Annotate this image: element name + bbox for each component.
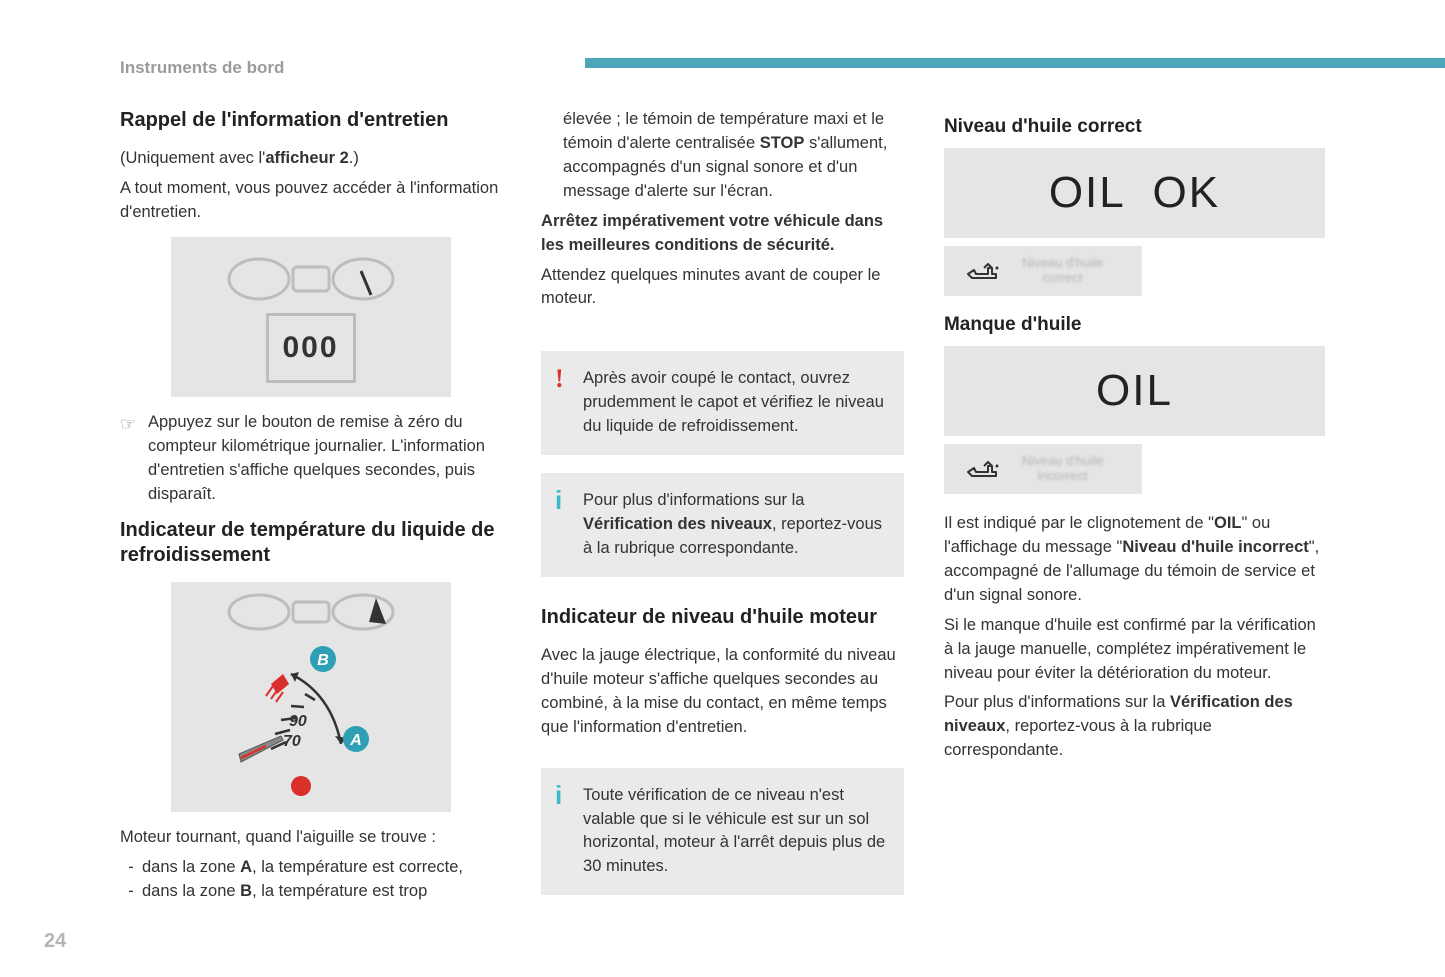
list-item: - dans la zone B, la température est tro… xyxy=(120,880,501,904)
instruction-text: Appuyez sur le bouton de remise à zéro d… xyxy=(148,411,501,507)
gauge-label-a: A xyxy=(349,732,362,749)
instruction-item: ☞ Appuyez sur le bouton de remise à zéro… xyxy=(120,411,501,507)
display-text: OIL OK xyxy=(1049,168,1220,218)
odometer-value: 000 xyxy=(282,331,338,365)
page-number: 24 xyxy=(44,930,66,953)
callout-info: i Toute vérification de ce niveau n'est … xyxy=(541,768,904,896)
display-text: OIL xyxy=(1096,366,1173,416)
header-accent-bar xyxy=(585,58,1445,68)
cluster-outline-icon xyxy=(221,251,401,307)
text-bold: afficheur 2 xyxy=(265,149,348,167)
display-oil-ok: OIL OK xyxy=(944,148,1325,238)
oil-can-icon xyxy=(966,458,1000,480)
gauge-tick-70: 70 xyxy=(283,733,301,750)
text: dans la zone B, la température est trop xyxy=(142,880,427,904)
dash-icon: - xyxy=(120,880,142,904)
paragraph: Il est indiqué par le clignotement de "O… xyxy=(944,512,1325,608)
gauge-tick-90: 90 xyxy=(289,713,307,730)
heading-coolant-temp: Indicateur de température du liquide de … xyxy=(120,518,501,568)
blurred-label: Niveau d'huile incorrect xyxy=(1022,454,1103,484)
column-2: élevée ; le témoin de température maxi e… xyxy=(541,108,904,904)
temp-gauge-icon: A B 90 70 xyxy=(211,634,411,804)
gauge-label-b: B xyxy=(317,652,329,669)
paragraph: Si le manque d'huile est confirmé par la… xyxy=(944,614,1325,686)
oil-can-icon xyxy=(966,260,1000,282)
display-oil-ok-sub: Niveau d'huile correct xyxy=(944,246,1142,296)
heading-service-reminder: Rappel de l'information d'entretien xyxy=(120,108,501,133)
heading-oil-indicator: Indicateur de niveau d'huile moteur xyxy=(541,605,904,630)
dash-icon: - xyxy=(120,856,142,880)
display-oil-lack: OIL xyxy=(944,346,1325,436)
callout-info: i Pour plus d'informations sur la Vérifi… xyxy=(541,473,904,577)
text: .) xyxy=(349,149,359,167)
paragraph: Pour plus d'informations sur la Vérifica… xyxy=(944,691,1325,763)
list-item: - dans la zone A, la température est cor… xyxy=(120,856,501,880)
column-1: Rappel de l'information d'entretien (Uni… xyxy=(120,108,501,904)
text: (Uniquement avec l' xyxy=(120,149,265,167)
callout-text: Après avoir coupé le contact, ouvrez pru… xyxy=(583,367,886,439)
info-icon: i xyxy=(555,489,571,561)
callout-text: Pour plus d'informations sur la Vérifica… xyxy=(583,489,886,561)
heading-oil-correct: Niveau d'huile correct xyxy=(944,116,1325,138)
odometer-readout: 000 xyxy=(266,313,356,383)
column-3: Niveau d'huile correct OIL OK Niveau d'h… xyxy=(944,108,1325,904)
heading-oil-lack: Manque d'huile xyxy=(944,314,1325,336)
cluster-outline-icon xyxy=(221,590,401,634)
exclamation-icon: ! xyxy=(555,367,571,439)
paragraph: A tout moment, vous pouvez accéder à l'i… xyxy=(120,177,501,225)
diagram-temp-gauge: A B 90 70 xyxy=(171,582,451,812)
callout-warning: ! Après avoir coupé le contact, ouvrez p… xyxy=(541,351,904,455)
paragraph: Moteur tournant, quand l'aiguille se tro… xyxy=(120,826,501,850)
paragraph: Attendez quelques minutes avant de coupe… xyxy=(541,264,904,312)
display-oil-lack-sub: Niveau d'huile incorrect xyxy=(944,444,1142,494)
blurred-label: Niveau d'huile correct xyxy=(1022,256,1103,286)
callout-text: Toute vérification de ce niveau n'est va… xyxy=(583,784,886,880)
pointing-hand-icon: ☞ xyxy=(120,411,148,507)
paragraph: Avec la jauge électrique, la conformité … xyxy=(541,644,904,740)
info-icon: i xyxy=(555,784,571,880)
diagram-odometer: 000 xyxy=(171,237,451,397)
paragraph-bold: Arrêtez impérativement votre véhicule da… xyxy=(541,210,904,258)
text: dans la zone A, la température est corre… xyxy=(142,856,463,880)
paragraph-continuation: élevée ; le témoin de température maxi e… xyxy=(541,108,904,204)
content-columns: Rappel de l'information d'entretien (Uni… xyxy=(120,108,1325,904)
page-root: Instruments de bord Rappel de l'informat… xyxy=(0,0,1445,904)
paragraph: (Uniquement avec l'afficheur 2.) xyxy=(120,147,501,171)
